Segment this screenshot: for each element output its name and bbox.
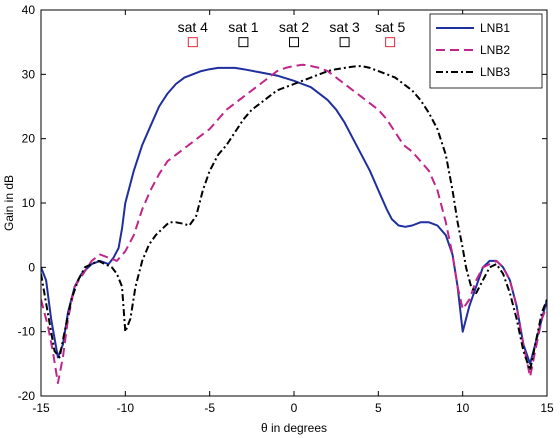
satellite-label: sat 1 xyxy=(228,19,259,35)
legend-label: LNB3 xyxy=(480,65,510,79)
x-tick-label: 5 xyxy=(375,401,382,415)
satellite-marker xyxy=(339,37,350,48)
y-tick-label: -10 xyxy=(18,325,36,339)
legend: LNB1 LNB2 LNB3 xyxy=(429,13,543,89)
satellite-marker xyxy=(289,37,299,48)
x-tick-label: -5 xyxy=(204,401,215,415)
satellite-label: sat 4 xyxy=(178,19,209,35)
y-tick-label: -20 xyxy=(18,389,36,403)
y-tick-label: 20 xyxy=(22,132,36,146)
series-line-lnb1 xyxy=(41,66,547,365)
y-tick-label: 10 xyxy=(22,196,36,210)
x-tick-label: -15 xyxy=(32,401,50,415)
series-line-lnb2 xyxy=(41,63,547,385)
legend-label: LNB2 xyxy=(480,43,510,57)
x-axis-label: θ in degrees xyxy=(261,421,327,435)
y-tick-label: 40 xyxy=(22,3,36,17)
satellite-label: sat 5 xyxy=(375,19,406,35)
satellite-label: sat 2 xyxy=(279,19,310,35)
y-tick-label: 0 xyxy=(28,260,35,274)
y-axis-label: Gain in dB xyxy=(2,175,16,231)
satellite-label: sat 3 xyxy=(329,19,360,35)
satellite-markers: sat 4 sat 1 sat 2 sat 3 sat 5 xyxy=(178,19,406,48)
legend-box xyxy=(429,13,543,89)
series-layer xyxy=(41,63,547,385)
legend-label: LNB1 xyxy=(480,21,510,35)
satellite-marker xyxy=(385,37,396,48)
y-tick-label: 30 xyxy=(22,67,36,81)
x-tick-label: 15 xyxy=(540,401,554,415)
satellite-marker xyxy=(187,37,198,48)
x-tick-label: 0 xyxy=(291,401,298,415)
satellite-marker xyxy=(238,37,249,48)
axis-ticks: -15 -10 -5 0 5 10 15 -20 -10 0 10 20 30 40 xyxy=(18,3,554,415)
x-tick-label: 10 xyxy=(456,401,470,415)
x-tick-label: -10 xyxy=(117,401,135,415)
